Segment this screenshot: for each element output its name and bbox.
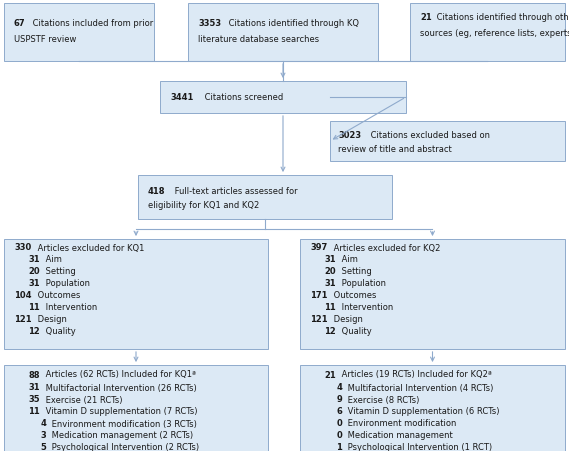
Text: Full-text articles assessed for: Full-text articles assessed for	[172, 186, 298, 195]
Bar	[330, 122, 565, 161]
Text: Design: Design	[331, 315, 363, 324]
Text: 35: 35	[28, 395, 40, 404]
Text: 397: 397	[311, 243, 328, 252]
Text: Articles (19 RCTs) Included for KQ2ª: Articles (19 RCTs) Included for KQ2ª	[339, 370, 492, 379]
Text: Aim: Aim	[43, 255, 62, 264]
Text: 5: 5	[40, 442, 46, 451]
Text: 11: 11	[324, 303, 336, 312]
Text: Articles excluded for KQ1: Articles excluded for KQ1	[35, 243, 145, 252]
Text: 3441: 3441	[170, 93, 193, 102]
Bar	[188, 4, 378, 62]
Text: Quality: Quality	[43, 327, 76, 336]
Text: Exercise (21 RCTs): Exercise (21 RCTs)	[43, 395, 122, 404]
Text: Setting: Setting	[43, 267, 76, 276]
Bar	[4, 4, 154, 62]
Bar	[300, 239, 565, 349]
Text: 31: 31	[324, 279, 336, 288]
Text: eligibility for KQ1 and KQ2: eligibility for KQ1 and KQ2	[148, 201, 259, 210]
Text: 21: 21	[324, 370, 336, 379]
Text: Intervention: Intervention	[339, 303, 393, 312]
Text: 31: 31	[28, 255, 40, 264]
Text: 1: 1	[336, 442, 342, 451]
Text: 31: 31	[28, 279, 40, 288]
Bar	[300, 365, 565, 451]
Text: Aim: Aim	[339, 255, 358, 264]
Text: Citations identified through other: Citations identified through other	[434, 14, 569, 23]
Bar	[410, 4, 565, 62]
Text: 4: 4	[40, 419, 46, 428]
Text: literature database searches: literature database searches	[198, 36, 319, 44]
Text: 0: 0	[336, 431, 342, 440]
Text: Vitamin D supplementation (7 RCTs): Vitamin D supplementation (7 RCTs)	[43, 407, 197, 415]
Text: 171: 171	[311, 291, 328, 300]
Text: 12: 12	[28, 327, 40, 336]
Text: 3023: 3023	[338, 131, 361, 140]
Text: Exercise (8 RCTs): Exercise (8 RCTs)	[345, 395, 419, 404]
Bar	[160, 82, 406, 114]
Text: Psychological Intervention (1 RCT): Psychological Intervention (1 RCT)	[345, 442, 492, 451]
Text: 12: 12	[324, 327, 336, 336]
Text: 88: 88	[28, 370, 40, 379]
Text: 3: 3	[40, 431, 46, 440]
Text: 6: 6	[336, 407, 342, 415]
Text: Articles (62 RCTs) Included for KQ1ª: Articles (62 RCTs) Included for KQ1ª	[43, 370, 196, 379]
Text: Multifactorial Intervention (4 RCTs): Multifactorial Intervention (4 RCTs)	[345, 382, 493, 391]
Text: Outcomes: Outcomes	[35, 291, 80, 300]
Text: sources (eg, reference lists, experts): sources (eg, reference lists, experts)	[420, 28, 569, 37]
Text: 31: 31	[28, 382, 40, 391]
Text: 20: 20	[324, 267, 336, 276]
Text: Multifactorial Intervention (26 RCTs): Multifactorial Intervention (26 RCTs)	[43, 382, 197, 391]
Text: review of title and abstract: review of title and abstract	[338, 145, 452, 154]
Text: 121: 121	[14, 315, 32, 324]
Text: Citations screened: Citations screened	[202, 93, 283, 102]
Text: Citations excluded based on: Citations excluded based on	[368, 131, 490, 140]
Text: 121: 121	[310, 315, 328, 324]
Text: Setting: Setting	[339, 267, 372, 276]
Text: Citations included from prior: Citations included from prior	[30, 18, 153, 28]
Text: 21: 21	[420, 14, 432, 23]
Bar	[4, 365, 268, 451]
Text: Population: Population	[43, 279, 90, 288]
Bar	[4, 239, 268, 349]
Text: Medication management: Medication management	[345, 431, 453, 440]
Text: Design: Design	[35, 315, 67, 324]
Text: 104: 104	[14, 291, 32, 300]
Text: Psychological Intervention (2 RCTs): Psychological Intervention (2 RCTs)	[49, 442, 199, 451]
Bar	[138, 175, 392, 220]
Text: Population: Population	[339, 279, 386, 288]
Text: Outcomes: Outcomes	[331, 291, 376, 300]
Text: 0: 0	[336, 419, 342, 428]
Text: Vitamin D supplementation (6 RCTs): Vitamin D supplementation (6 RCTs)	[345, 407, 500, 415]
Text: 67: 67	[14, 18, 26, 28]
Text: Environment modification: Environment modification	[345, 419, 456, 428]
Text: 330: 330	[15, 243, 32, 252]
Text: 418: 418	[148, 186, 166, 195]
Text: 4: 4	[336, 382, 342, 391]
Text: 3353: 3353	[198, 18, 221, 28]
Text: 20: 20	[28, 267, 40, 276]
Text: 11: 11	[28, 303, 40, 312]
Text: Environment modification (3 RCTs): Environment modification (3 RCTs)	[49, 419, 197, 428]
Text: 31: 31	[324, 255, 336, 264]
Text: Articles excluded for KQ2: Articles excluded for KQ2	[331, 243, 440, 252]
Text: Quality: Quality	[339, 327, 372, 336]
Text: Citations identified through KQ: Citations identified through KQ	[226, 18, 359, 28]
Text: 11: 11	[28, 407, 40, 415]
Text: Medication management (2 RCTs): Medication management (2 RCTs)	[49, 431, 193, 440]
Text: USPSTF review: USPSTF review	[14, 36, 76, 44]
Text: 9: 9	[336, 395, 342, 404]
Text: Intervention: Intervention	[43, 303, 97, 312]
